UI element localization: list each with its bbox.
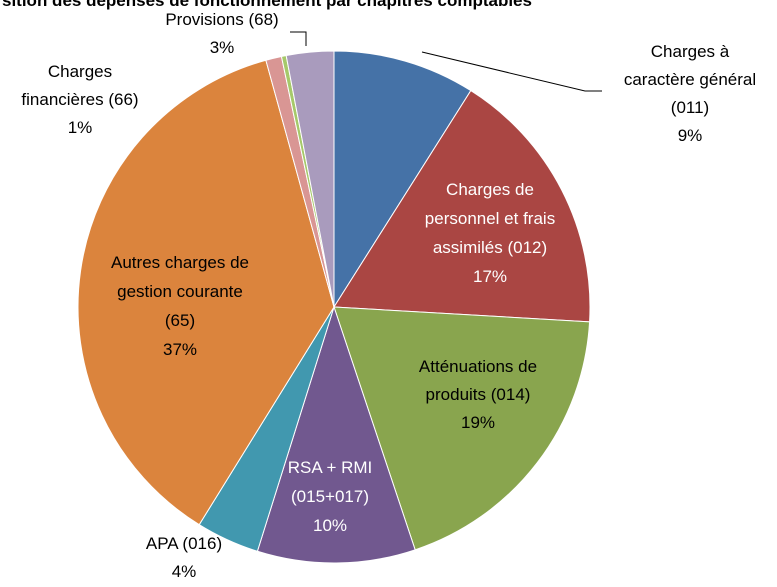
- value-label: 4%: [172, 562, 197, 581]
- slice-label: Provisions (68): [165, 10, 278, 29]
- pie-slice: [333, 306, 591, 551]
- pie-slice: [77, 59, 335, 526]
- pie-slice: [333, 50, 472, 309]
- value-label: 10%: [313, 516, 347, 535]
- value-label: 17%: [473, 267, 507, 286]
- chart-title: sition des dépenses de fonctionnement pa…: [2, 0, 532, 10]
- slice-label: Atténuations de produits (014): [419, 357, 537, 404]
- pie-slice: [333, 89, 591, 323]
- leader-line: [290, 31, 307, 46]
- pie-slice: [256, 305, 416, 564]
- value-label: 9%: [678, 126, 703, 145]
- pie-slice: [285, 50, 335, 308]
- value-label: 3%: [210, 38, 235, 57]
- slice-label: Charges à caractère général (011): [624, 42, 756, 117]
- value-label: 19%: [461, 413, 495, 432]
- slice-label: Charges de personnel et frais assimilés (0…: [425, 180, 555, 257]
- slice-label: Charges financières (66): [21, 62, 138, 109]
- leader-line: [421, 51, 602, 92]
- slice-label: RSA + RMI (015+017): [288, 458, 373, 506]
- slice-label: Autres charges de gestion courante (65): [111, 253, 249, 330]
- value-label: 37%: [163, 340, 197, 359]
- value-label: 1%: [68, 118, 93, 137]
- slice-label: APA (016): [146, 534, 222, 553]
